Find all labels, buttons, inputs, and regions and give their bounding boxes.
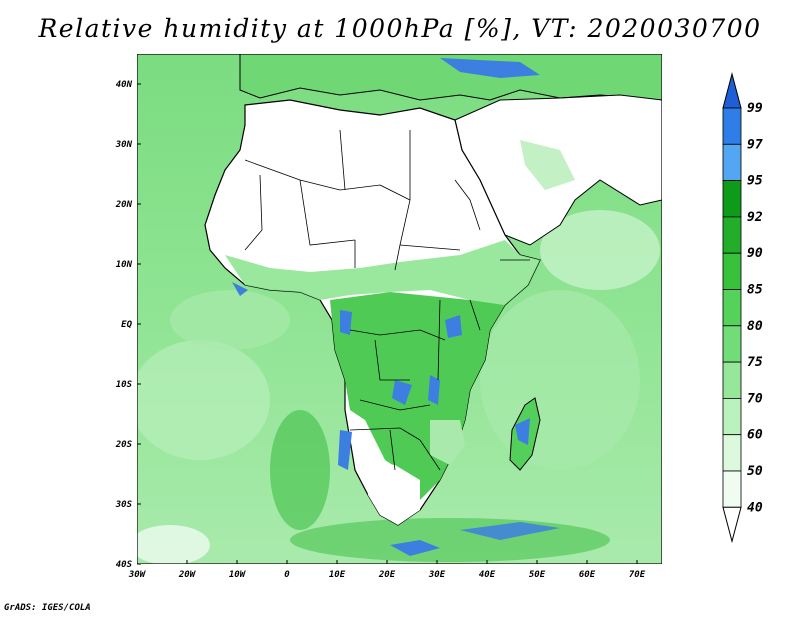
colorbar-level-label: 97 <box>747 137 763 152</box>
colorbar-level-label: 60 <box>747 428 763 443</box>
colorbar-segment <box>722 143 742 182</box>
grads-credit: GrADS: IGES/COLA <box>4 603 91 613</box>
sahel-moist-band <box>225 240 540 305</box>
colorbar-segment <box>722 180 742 218</box>
wet-spot-namibia-coast <box>338 430 352 470</box>
country-borders <box>244 129 530 471</box>
lon-label: 20E <box>378 570 396 580</box>
lat-label: EQ <box>121 320 132 330</box>
lon-label: 10W <box>229 570 247 580</box>
lon-label: 10E <box>329 570 346 580</box>
lat-label: 20N <box>115 200 133 210</box>
colorbar-level-label: 40 <box>747 500 763 515</box>
colorbar-level-label: 70 <box>747 391 763 406</box>
colorbar-segment <box>722 397 742 436</box>
lat-label: 30S <box>115 500 133 510</box>
colorbar-upper-arrow <box>722 72 742 109</box>
colorbar-level-label: 99 <box>747 101 763 116</box>
colorbar-segment <box>722 325 742 363</box>
colorbar-level-label: 50 <box>747 464 763 479</box>
wet-region-blacksea <box>440 58 540 78</box>
lat-label: 10S <box>116 380 133 390</box>
colorbar-level-label: 85 <box>747 283 763 298</box>
colorbar-segment <box>722 252 742 290</box>
lat-label: 40S <box>116 560 133 570</box>
ocean-moist-band <box>290 518 610 562</box>
colorbar-level-label: 90 <box>747 246 763 261</box>
wet-spot-gabon <box>340 310 352 335</box>
wet-spot-agulhas <box>390 540 440 556</box>
ocean-dry-patch <box>170 290 290 350</box>
longitude-labels: 30W 20W 10W 0 10E 20E 30E 40E 50E 60E 70… <box>128 570 646 580</box>
southern-africa-dry <box>365 460 420 525</box>
colorbar-segment <box>722 216 742 254</box>
colorbar-level-label: 92 <box>747 210 763 225</box>
colorbar-segment <box>722 107 742 145</box>
lat-label: 40N <box>116 80 133 90</box>
wet-spot-congo <box>392 380 412 405</box>
colorbar-segment <box>722 434 742 472</box>
colorbar-level-label: 80 <box>747 319 763 334</box>
wet-spot-southern-ocean <box>460 522 560 540</box>
map-title: Relative humidity at 1000hPa [%], VT: 20… <box>38 14 762 43</box>
lon-label: 20W <box>178 570 197 580</box>
arabia-moist-patch <box>520 140 575 190</box>
lat-label: 20S <box>115 440 133 450</box>
ocean-dry-patch <box>540 210 660 290</box>
southeast-africa-patch <box>430 420 465 465</box>
ocean-dry-patch <box>137 525 210 564</box>
axis-ticks <box>137 83 638 565</box>
lon-label: 40E <box>479 570 496 580</box>
ocean-dry-patch <box>137 340 270 460</box>
ocean-moist-band <box>270 410 330 530</box>
lon-label: 30E <box>428 570 446 580</box>
lon-label: 0 <box>284 570 290 580</box>
lon-label: 70E <box>629 570 646 580</box>
wet-spot-madagascar <box>515 418 530 445</box>
lon-label: 30W <box>128 570 147 580</box>
central-africa-moist <box>330 292 505 500</box>
colorbar-segment <box>722 289 742 327</box>
latitude-labels: 40N 30N 20N 10N EQ 10S 20S 30S 40S <box>115 80 133 570</box>
wet-spot-lake-victoria <box>445 315 462 338</box>
colorbar-segment <box>722 470 742 508</box>
map-plot-area <box>137 54 662 564</box>
lon-label: 50E <box>529 570 546 580</box>
wet-spot-lake-tanganyika <box>428 375 440 405</box>
wet-spot-guinea <box>232 282 248 296</box>
colorbar-segment <box>722 361 742 399</box>
colorbar: 99 97 95 92 90 85 80 75 70 60 50 40 <box>722 72 763 544</box>
lat-label: 30N <box>115 140 133 150</box>
colorbar-level-label: 75 <box>747 355 763 370</box>
colorbar-level-label: 95 <box>747 174 763 189</box>
lon-label: 60E <box>579 570 596 580</box>
lat-label: 10N <box>116 260 133 270</box>
colorbar-lower-arrow <box>722 506 742 544</box>
ocean-dry-patch <box>480 290 640 470</box>
